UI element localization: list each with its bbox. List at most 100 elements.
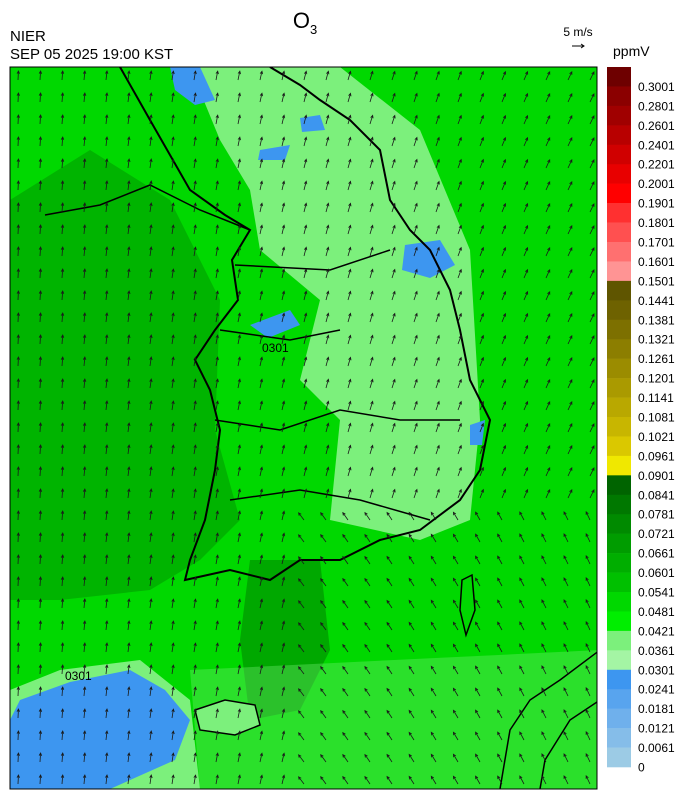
wind-arrow [523, 444, 529, 455]
wind-arrow [237, 708, 241, 719]
wind-arrow [541, 643, 547, 653]
wind-arrow [386, 555, 393, 565]
wind-arrow [457, 312, 462, 323]
wind-arrow [364, 687, 371, 697]
wind-arrow [501, 246, 507, 257]
wind-arrow [149, 444, 153, 455]
wind-arrow [545, 92, 551, 103]
wind-arrow [408, 555, 415, 565]
wind-arrow [60, 400, 65, 411]
wind-arrow [105, 466, 109, 477]
wind-arrow [457, 422, 462, 433]
wind-arrow [364, 599, 371, 609]
wind-arrow [413, 312, 418, 323]
wind-arrow [259, 356, 264, 367]
wind-arrow [149, 70, 153, 81]
wind-arrow [541, 577, 547, 587]
wind-arrow [193, 620, 197, 631]
wind-arrow [452, 555, 459, 565]
wind-arrow [585, 731, 591, 741]
wind-arrow [16, 158, 20, 169]
wind-arrow [519, 643, 525, 653]
wind-arrow [430, 533, 437, 543]
wind-arrow [16, 312, 20, 323]
wind-arrow [149, 708, 153, 719]
colorbar-box [607, 689, 631, 709]
wind-arrow [523, 466, 529, 477]
wind-arrow [60, 202, 65, 213]
colorbar-label: 0.2601 [638, 119, 675, 133]
wind-arrow [127, 290, 131, 301]
wind-arrow [563, 665, 569, 675]
wind-arrow [457, 246, 462, 257]
wind-arrow [237, 290, 241, 301]
wind-arrow [38, 554, 43, 565]
wind-arrow [60, 686, 65, 697]
wind-arrow [545, 290, 551, 301]
wind-arrow [497, 555, 503, 565]
wind-arrow [259, 466, 264, 477]
wind-arrow [497, 665, 503, 675]
wind-arrow [519, 753, 525, 763]
wind-arrow [215, 334, 219, 345]
wind-arrow [342, 643, 349, 653]
wind-arrow [501, 378, 507, 389]
wind-arrow [60, 246, 65, 257]
wind-arrow [149, 268, 153, 279]
wind-arrow [60, 92, 65, 103]
wind-arrow [215, 70, 219, 81]
colorbar-label: 0.1601 [638, 255, 675, 269]
wind-arrow [237, 422, 241, 433]
wind-arrow [105, 92, 109, 103]
wind-arrow [82, 554, 87, 565]
wind-arrow [475, 775, 481, 785]
low-zone [300, 115, 325, 132]
wind-arrow [364, 555, 371, 565]
wind-arrow [193, 356, 197, 367]
wind-arrow [325, 378, 330, 389]
wind-arrow [281, 708, 286, 719]
wind-arrow [127, 114, 131, 125]
wind-arrow [519, 621, 525, 631]
wind-arrow [369, 488, 374, 499]
colorbar-box [607, 728, 631, 748]
wind-arrow [452, 665, 459, 675]
wind-arrow [215, 598, 219, 609]
colorbar-box [607, 203, 631, 223]
colorbar-box [607, 747, 631, 768]
wind-arrow [585, 687, 591, 697]
wind-arrow [413, 268, 418, 279]
colorbar-box [607, 455, 631, 476]
wind-arrow [342, 533, 349, 543]
wind-arrow [171, 334, 175, 345]
wind-arrow [171, 708, 175, 719]
wind-arrow [369, 224, 374, 235]
wind-arrow [127, 554, 131, 565]
wind-arrow [391, 334, 396, 345]
wind-arrow [523, 114, 529, 125]
low-zone [250, 310, 300, 338]
wind-arrow [281, 136, 286, 147]
wind-arrow [541, 665, 547, 675]
wind-arrow [585, 511, 591, 521]
wind-arrow [347, 488, 352, 499]
wind-arrow [193, 708, 197, 719]
wind-arrow [430, 731, 437, 741]
wind-arrow [563, 643, 569, 653]
wind-arrow [281, 686, 286, 697]
colorbar-label: 0.0961 [638, 449, 675, 463]
wind-arrow [475, 621, 481, 631]
wind-arrow [105, 180, 109, 191]
wind-arrow [501, 356, 507, 367]
wind-arrow [303, 356, 308, 367]
wind-arrow [281, 334, 286, 345]
wind-arrow [237, 444, 241, 455]
wind-arrow [541, 775, 547, 785]
wind-arrow [298, 776, 305, 785]
wind-arrow [149, 136, 153, 147]
vector-reference-label: 5 m/s [563, 25, 592, 39]
wind-arrow [408, 775, 415, 785]
wind-arrow [82, 532, 87, 543]
wind-arrow [171, 70, 175, 81]
wind-arrow [215, 510, 219, 521]
